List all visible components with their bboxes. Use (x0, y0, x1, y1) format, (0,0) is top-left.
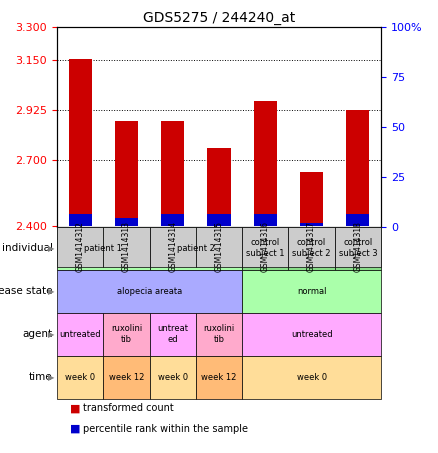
Bar (300, 172, 323, 226)
Text: time: time (29, 372, 53, 382)
Text: normal: normal (297, 287, 326, 295)
Text: agent: agent (22, 329, 53, 339)
Text: percentile rank within the sample: percentile rank within the sample (83, 424, 248, 434)
Title: GDS5275 / 244240_at: GDS5275 / 244240_at (143, 11, 295, 25)
Bar (115, 121, 138, 226)
Text: control
subject 3: control subject 3 (339, 238, 377, 258)
Text: ruxolini
tib: ruxolini tib (111, 324, 142, 344)
Text: patient 1: patient 1 (84, 244, 122, 252)
Text: week 12: week 12 (201, 373, 237, 381)
Text: week 0: week 0 (158, 373, 188, 381)
Text: ruxolini
tib: ruxolini tib (203, 324, 235, 344)
Text: untreated: untreated (59, 330, 101, 338)
Text: GSM1414314: GSM1414314 (168, 222, 177, 272)
Text: ■: ■ (70, 424, 81, 434)
Bar (346, 110, 370, 226)
Text: week 0: week 0 (65, 373, 95, 381)
Bar (161, 121, 184, 226)
Bar (346, 214, 370, 226)
Text: ▶: ▶ (48, 330, 55, 338)
Bar (254, 214, 277, 226)
Bar (208, 148, 230, 226)
Bar (254, 101, 277, 226)
Bar (161, 214, 184, 226)
Text: control
subject 1: control subject 1 (246, 238, 285, 258)
Text: GSM1414315: GSM1414315 (215, 222, 223, 272)
Text: GSM1414313: GSM1414313 (122, 222, 131, 272)
Text: transformed count: transformed count (83, 403, 174, 413)
Bar (68, 214, 92, 226)
Text: control
subject 2: control subject 2 (292, 238, 331, 258)
Text: GSM1414318: GSM1414318 (353, 222, 362, 272)
Text: ▶: ▶ (48, 244, 55, 252)
Text: individual: individual (2, 243, 53, 253)
Text: alopecia areata: alopecia areata (117, 287, 182, 295)
Bar (208, 214, 230, 226)
Text: ▶: ▶ (48, 373, 55, 381)
Text: untreat
ed: untreat ed (157, 324, 188, 344)
Bar (115, 217, 138, 226)
Text: GSM1414316: GSM1414316 (261, 222, 270, 272)
Text: patient 2: patient 2 (177, 244, 215, 252)
Text: untreated: untreated (291, 330, 332, 338)
Text: week 12: week 12 (109, 373, 144, 381)
Text: GSM1414317: GSM1414317 (307, 222, 316, 272)
Text: ■: ■ (70, 403, 81, 413)
Text: week 0: week 0 (297, 373, 327, 381)
Text: ▶: ▶ (48, 287, 55, 295)
Text: GSM1414312: GSM1414312 (76, 222, 85, 272)
Bar (68, 59, 92, 226)
Bar (300, 223, 323, 226)
Text: disease state: disease state (0, 286, 53, 296)
